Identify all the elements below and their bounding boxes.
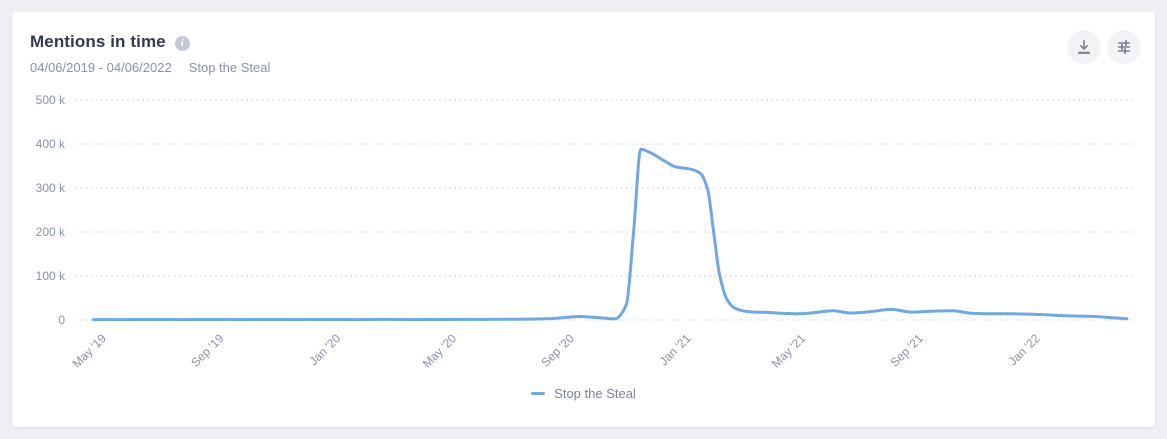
legend-item-stop-the-steal[interactable]: Stop the Steal — [531, 386, 636, 401]
x-axis-label: Jan '21 — [657, 331, 694, 368]
page-title: Mentions in time — [30, 32, 166, 51]
x-axis-label: Sep '19 — [188, 331, 227, 370]
date-range: 04/06/2019 - 04/06/2022 — [30, 60, 172, 75]
legend-label: Stop the Steal — [554, 386, 636, 401]
x-axis-label: May '19 — [70, 331, 110, 371]
chart-line — [92, 147, 1129, 322]
card-header: Mentions in time i — [30, 32, 190, 52]
chart-area[interactable]: 0 100 k 200 k 300 k 400 k 500 k May '19 Sep '19… — [12, 87, 1155, 387]
y-axis-label: 500 k — [36, 93, 66, 107]
sliders-icon — [1117, 39, 1131, 55]
y-axis-label: 300 k — [36, 181, 66, 195]
download-button[interactable] — [1067, 30, 1101, 64]
download-icon — [1077, 39, 1091, 54]
card-subheader: 04/06/2019 - 04/06/2022 Stop the Steal — [30, 60, 270, 75]
query-label: Stop the Steal — [188, 60, 271, 75]
y-axis-label: 0 — [58, 313, 65, 327]
chart-legend: Stop the Steal — [12, 386, 1155, 401]
x-axis-label: Sep '21 — [887, 331, 926, 370]
x-axis-label: Jan '20 — [306, 331, 343, 368]
y-axis-label: 400 k — [36, 137, 66, 151]
mentions-in-time-card: Mentions in time i 04/06/2019 - 04/06/20… — [12, 12, 1155, 427]
y-axis-label: 100 k — [36, 269, 66, 283]
x-axis-label: May '20 — [420, 331, 460, 371]
x-axis-label: Sep '20 — [538, 331, 577, 370]
y-axis-label: 200 k — [36, 225, 66, 239]
x-axis-label: Jan '22 — [1006, 331, 1043, 368]
x-axis-label: May '21 — [769, 331, 809, 371]
mentions-line-chart[interactable]: 0 100 k 200 k 300 k 400 k 500 k May '19 Sep '19… — [12, 87, 1155, 387]
chart-settings-button[interactable] — [1107, 30, 1141, 64]
legend-marker — [531, 392, 546, 395]
info-icon[interactable]: i — [174, 35, 190, 51]
card-actions — [1067, 30, 1141, 64]
